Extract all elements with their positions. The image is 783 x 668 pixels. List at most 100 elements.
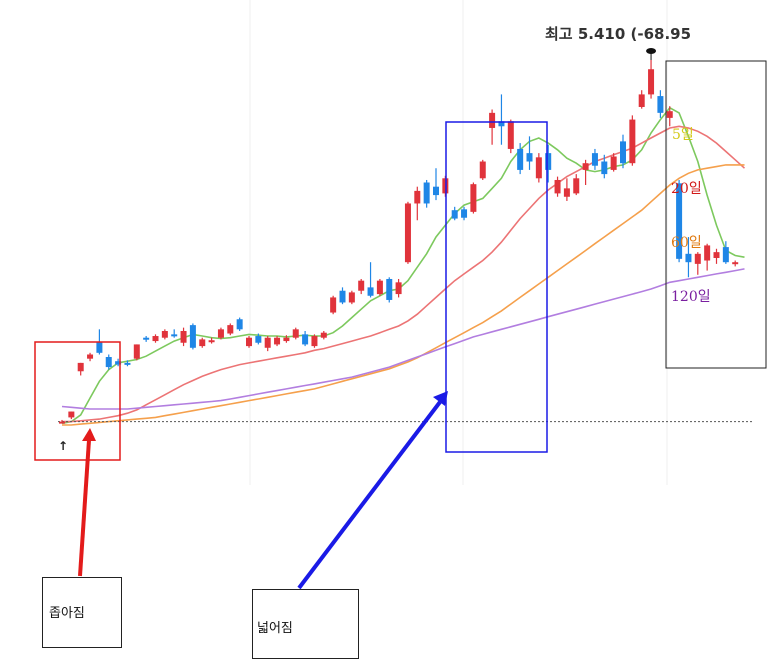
candle-body: [648, 69, 655, 95]
candle-body: [433, 186, 439, 196]
start-tick-marker: ↑: [58, 439, 68, 453]
narrowing-arrow: [78, 439, 91, 577]
candle-body: [143, 337, 150, 340]
candle-body: [461, 209, 468, 218]
ma-line-3: [61, 268, 745, 410]
candle: [722, 241, 729, 264]
ma-label-1: 20일: [671, 181, 702, 197]
candle: [554, 176, 561, 197]
candle-body: [582, 163, 589, 170]
candle: [638, 90, 645, 109]
candle: [236, 317, 243, 331]
high-marker: [646, 48, 657, 60]
candle: [517, 143, 524, 175]
candle-body: [470, 184, 477, 212]
candle: [610, 153, 617, 172]
candle: [330, 295, 337, 315]
candle-body: [685, 253, 692, 263]
candle: [133, 344, 140, 361]
candle-body: [657, 96, 664, 113]
candle-body: [591, 153, 598, 166]
candle: [685, 237, 692, 278]
candle: [666, 106, 673, 127]
candle-body: [367, 287, 374, 296]
widening-arrow: [297, 400, 442, 590]
candle: [348, 290, 355, 305]
candle-body: [395, 282, 402, 295]
candle: [311, 334, 318, 348]
candle: [77, 362, 84, 376]
candle-body: [676, 183, 683, 259]
candle-body: [535, 157, 542, 179]
candle-body: [358, 280, 365, 291]
candle: [115, 358, 122, 367]
candle-body: [554, 179, 561, 194]
candle: [395, 278, 402, 298]
candle: [404, 201, 411, 264]
candle: [433, 168, 439, 201]
candle: [152, 334, 159, 343]
candle: [376, 278, 383, 296]
candle-body: [713, 252, 720, 259]
candle-body: [133, 344, 140, 359]
candle: [68, 411, 75, 420]
candle: [461, 206, 468, 221]
candle: [208, 337, 215, 344]
candle: [573, 174, 580, 196]
ma-label-3: 120일: [671, 289, 711, 305]
candle: [358, 278, 365, 295]
candle: [629, 115, 636, 166]
ma-label-0: 5일: [672, 127, 694, 143]
candle-body: [330, 297, 337, 313]
candle-body: [311, 336, 318, 347]
ma-line-0: [61, 106, 745, 425]
widening-note: 넓어짐: [252, 589, 359, 659]
moving-average-labels: 5일 20일 60일 120일: [671, 127, 711, 305]
candle-body: [236, 319, 243, 330]
candle-body: [694, 253, 701, 264]
candle: [199, 337, 206, 348]
narrowing-region-box: [34, 341, 121, 461]
candle: [171, 329, 178, 338]
candle-body: [246, 337, 252, 347]
candle: [620, 134, 626, 169]
high-marker-dot: [646, 48, 657, 54]
candle-body: [451, 210, 458, 219]
candle-body: [339, 290, 346, 303]
candle-body: [171, 334, 178, 337]
candle: [479, 159, 486, 180]
candle: [601, 154, 608, 179]
candle: [694, 252, 701, 275]
candle-body: [629, 119, 636, 164]
candle: [227, 323, 234, 336]
candle-body: [638, 94, 645, 107]
candle: [274, 336, 281, 347]
candle-body: [348, 292, 355, 303]
candle: [320, 330, 327, 340]
candle: [189, 323, 196, 350]
candle-body: [526, 153, 533, 162]
candle: [255, 333, 262, 345]
candle: [582, 159, 589, 186]
candle: [339, 287, 346, 305]
ma-line-1: [62, 125, 746, 423]
high-price-label: 최고 5.410 (-68.95: [545, 25, 691, 43]
candle: [292, 327, 299, 340]
recent-region-box: [665, 60, 767, 369]
candle: [545, 144, 552, 183]
candle: [302, 330, 309, 347]
widening-region-box: [445, 121, 548, 453]
narrowing-note: 좁아짐: [42, 577, 122, 648]
candle: [704, 243, 711, 271]
candle: [124, 360, 131, 367]
candle-body: [386, 278, 393, 300]
candle: [414, 186, 421, 221]
candle-body: [199, 339, 206, 347]
candle: [143, 336, 150, 342]
widening-arrow-head: [433, 391, 448, 406]
candle: [489, 109, 496, 145]
candle-body: [124, 362, 131, 365]
ma-label-2: 60일: [671, 235, 702, 251]
widening-note-text: 넓어짐: [257, 621, 293, 636]
candle: [591, 148, 598, 170]
